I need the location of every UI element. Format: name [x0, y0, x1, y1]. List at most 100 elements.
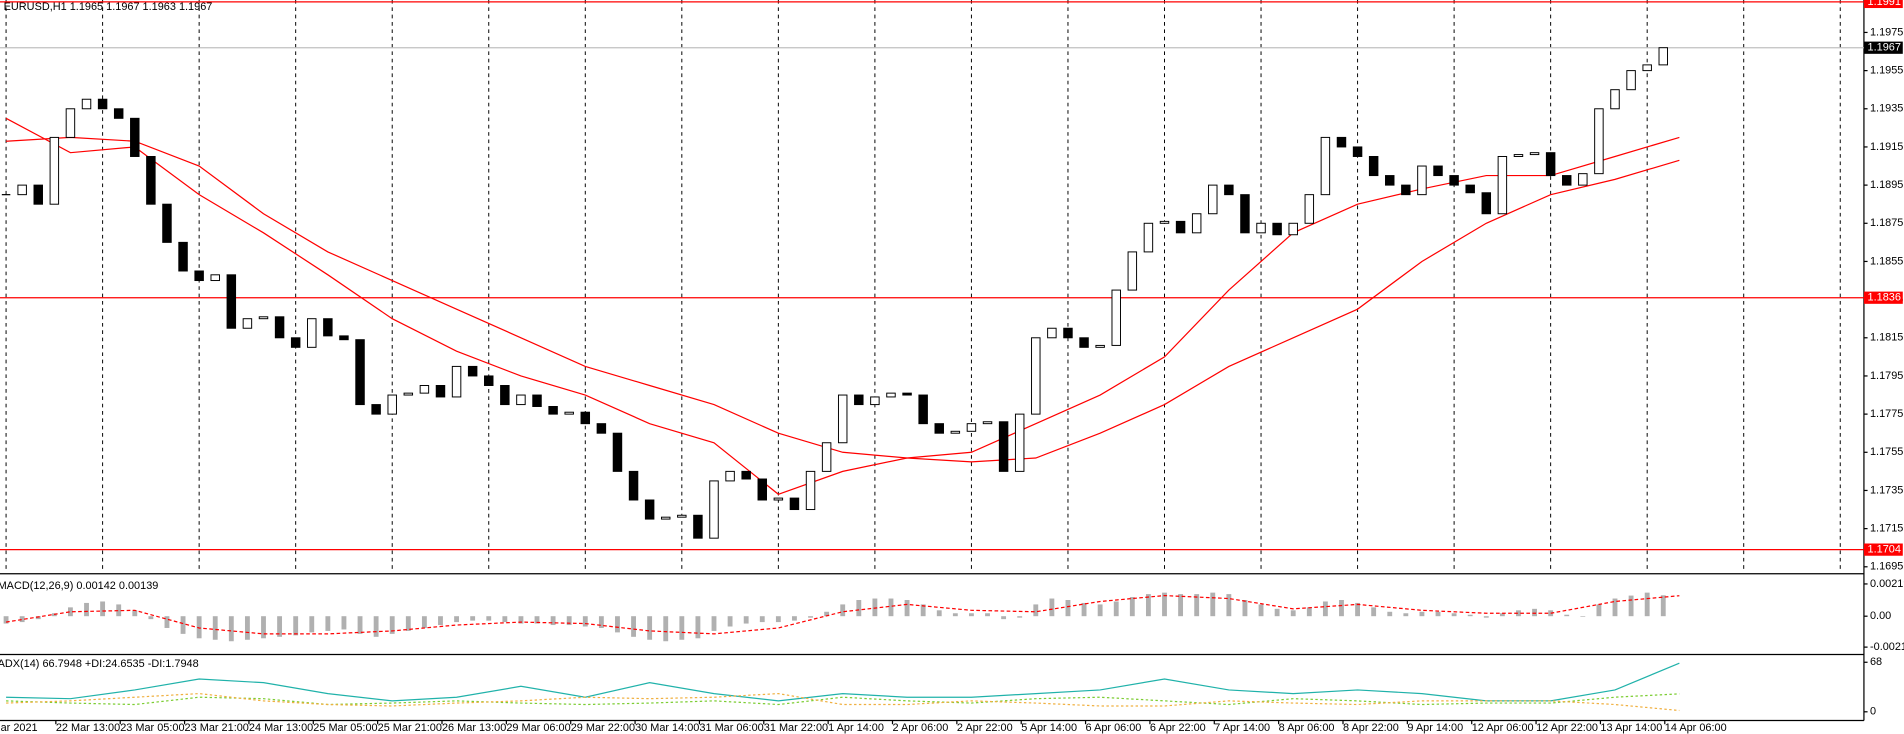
candle — [290, 337, 301, 348]
macd-bar — [244, 616, 250, 640]
candle — [1143, 222, 1154, 253]
y-tick-label: 1.1895 — [1870, 179, 1903, 191]
x-tick-label: 2 Apr 22:00 — [957, 722, 1013, 734]
candle — [612, 432, 623, 472]
x-tick-label: 22 Mar 13:00 — [56, 722, 120, 734]
candle — [1368, 155, 1379, 177]
candle — [484, 375, 494, 386]
candle — [323, 318, 333, 337]
candle — [387, 394, 397, 415]
candle — [789, 497, 800, 511]
candle — [1095, 344, 1105, 348]
macd-bar — [1499, 613, 1505, 617]
candle — [1481, 192, 1492, 215]
macd-bar — [1628, 595, 1634, 617]
macd-bar — [582, 616, 588, 627]
macd-bar — [35, 616, 41, 620]
macd-bar — [759, 616, 765, 623]
candle — [741, 470, 751, 480]
macd-bar — [1419, 611, 1425, 617]
candle — [1594, 108, 1604, 175]
y-tick-label: 1.1855 — [1870, 255, 1903, 267]
candle — [226, 274, 237, 329]
macd-bar — [1178, 594, 1184, 617]
macd-bar — [1242, 599, 1248, 617]
macd-bar — [1210, 592, 1216, 617]
macd-bar — [421, 616, 427, 628]
macd-bar — [1113, 601, 1119, 617]
level-label: 1.1991 — [1868, 0, 1901, 8]
macd-bar — [1467, 614, 1473, 617]
x-tick-label: 29 Mar 22:00 — [571, 722, 635, 734]
macd-bar — [969, 613, 974, 617]
macd-bar — [1194, 594, 1200, 617]
macd-bar — [1258, 604, 1264, 617]
candle — [1417, 165, 1427, 196]
macd-bar — [373, 616, 379, 637]
candle — [644, 499, 655, 520]
candle — [677, 514, 687, 518]
macd-bar — [1274, 608, 1280, 617]
macd-bar — [293, 616, 299, 636]
x-tick-label: 12 Apr 06:00 — [1472, 722, 1534, 734]
candle — [210, 274, 220, 282]
candle — [1111, 289, 1121, 346]
candle — [902, 392, 912, 396]
macd-bar — [679, 616, 685, 640]
macd-bar — [1435, 611, 1441, 617]
y-tick-label: -0.0021 — [1870, 641, 1904, 653]
candle — [1529, 152, 1540, 156]
level-label: 1.1836 — [1868, 292, 1901, 304]
macd-bar — [100, 601, 106, 617]
macd-bar — [1564, 614, 1570, 617]
x-tick-label: 25 Mar 21:00 — [378, 722, 442, 734]
x-tick-label: 5 Apr 14:00 — [1021, 722, 1077, 734]
candle — [982, 421, 993, 425]
candle — [1336, 136, 1347, 148]
candle — [97, 98, 108, 110]
x-tick-label: 12 Apr 22:00 — [1536, 722, 1598, 734]
candle — [934, 423, 944, 434]
candle — [1079, 337, 1089, 348]
candle — [870, 396, 880, 406]
macd-bar — [840, 604, 846, 617]
macd-bar — [180, 616, 186, 634]
y-tick-label: 1.1875 — [1870, 217, 1903, 229]
macd-bar — [1226, 594, 1232, 617]
macd-bar — [68, 607, 73, 617]
candle — [596, 423, 607, 434]
x-tick-label: 1 Apr 14:00 — [828, 722, 884, 734]
macd-bar — [19, 616, 25, 623]
macd-bar — [856, 599, 862, 617]
candle — [371, 404, 381, 415]
candle — [419, 385, 430, 394]
candle — [17, 184, 27, 196]
candle — [1175, 220, 1186, 234]
y-tick-label: 1.1975 — [1870, 26, 1903, 38]
candle — [403, 392, 414, 396]
candle — [773, 497, 784, 501]
candle — [1352, 146, 1363, 157]
candle — [1063, 327, 1073, 339]
y-tick-label: 1.1695 — [1870, 561, 1903, 573]
candle — [966, 423, 977, 432]
macd-bar — [888, 598, 894, 617]
candle — [998, 421, 1009, 472]
macd-bar — [1097, 604, 1103, 617]
y-tick-label: 68 — [1870, 656, 1882, 668]
candle — [564, 411, 574, 415]
candle — [1578, 173, 1588, 186]
macd-bar — [1081, 602, 1087, 617]
y-tick-label: 1.1935 — [1870, 103, 1903, 115]
candle — [757, 478, 768, 501]
adx-line — [6, 662, 1680, 702]
candle — [1465, 184, 1475, 194]
x-tick-label: 31 Mar 22:00 — [764, 722, 828, 734]
macd-bar — [1580, 616, 1586, 617]
macd-bar — [1049, 598, 1055, 617]
x-tick-label: 7 Apr 14:00 — [1214, 722, 1270, 734]
candle — [1272, 222, 1282, 236]
level-label-box — [1863, 543, 1903, 556]
macd-bar — [695, 616, 701, 639]
